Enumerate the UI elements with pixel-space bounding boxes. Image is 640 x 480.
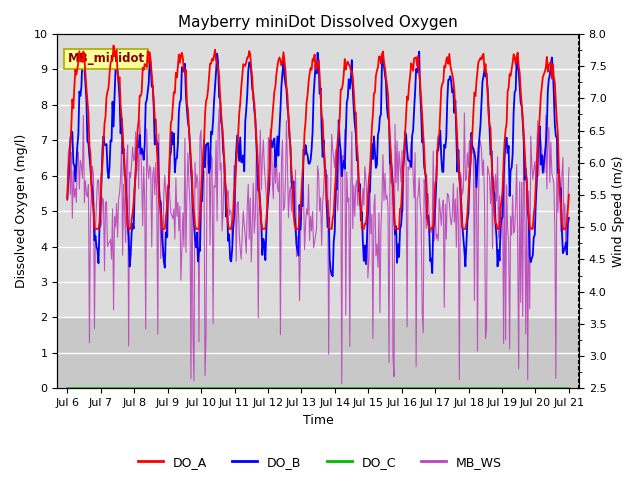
Y-axis label: Wind Speed (m/s): Wind Speed (m/s) <box>612 156 625 267</box>
Y-axis label: Dissolved Oxygen (mg/l): Dissolved Oxygen (mg/l) <box>15 134 28 288</box>
Bar <box>51 317 602 388</box>
Title: Mayberry miniDot Dissolved Oxygen: Mayberry miniDot Dissolved Oxygen <box>179 15 458 30</box>
X-axis label: Time: Time <box>303 414 333 427</box>
Text: MB_minidot: MB_minidot <box>68 52 145 65</box>
Legend: DO_A, DO_B, DO_C, MB_WS: DO_A, DO_B, DO_C, MB_WS <box>133 451 507 474</box>
